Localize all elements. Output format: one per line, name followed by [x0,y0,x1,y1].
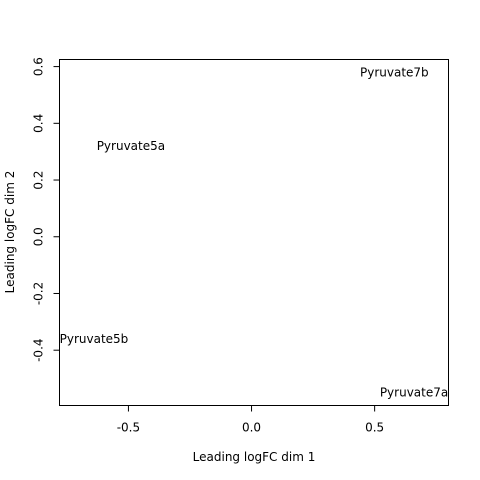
x-axis: -0.5 0.0 0.5 [117,405,384,435]
y-tick-label: -0.4 [32,338,46,361]
point-label: Pyruvate7b [360,65,429,79]
x-tick-label: -0.5 [117,421,140,435]
point-label: Pyruvate5a [97,139,165,153]
point-label: Pyruvate7a [380,386,448,400]
y-tick-label: 0.2 [32,170,46,189]
point-label: Pyruvate5b [60,332,129,346]
x-tick-label: 0.5 [365,421,384,435]
y-axis: -0.4 -0.2 0.0 0.2 0.4 0.6 [32,57,60,362]
y-tick-label: 0.0 [32,227,46,246]
y-tick-label: 0.6 [32,57,46,76]
x-axis-label: Leading logFC dim 1 [193,450,316,464]
y-axis-label: Leading logFC dim 2 [3,171,17,294]
plot-frame [59,59,449,406]
y-tick-label: 0.4 [32,114,46,133]
data-points: Pyruvate7b Pyruvate5a Pyruvate5b Pyruvate7a [60,65,449,399]
x-tick-label: 0.0 [242,421,261,435]
y-tick-label: -0.2 [32,282,46,305]
